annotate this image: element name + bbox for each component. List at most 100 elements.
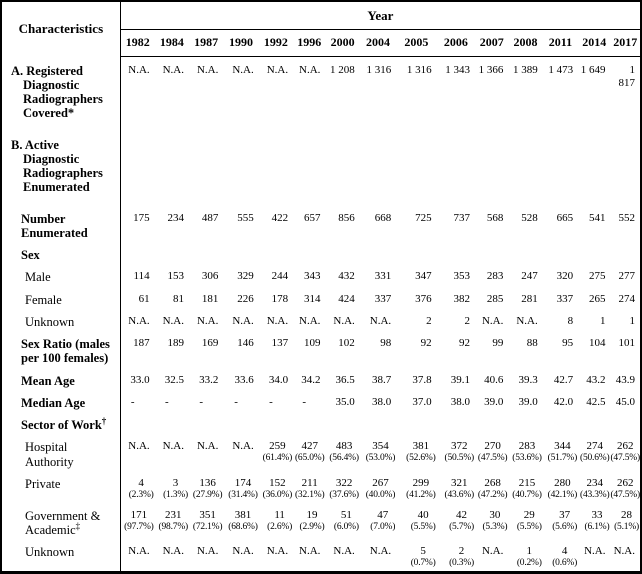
table-row: Hospital Authority N.A. N.A. N.A. N.A. 259 (61… (1, 433, 641, 470)
data-cell (543, 241, 578, 263)
data-cell: 1 389 (512, 64, 538, 76)
data-cell: 28 (5.1%) (614, 508, 639, 532)
table-row: Sex Ratio (males per 100 females) 187 189 1… (1, 330, 641, 367)
data-cell: 39.3 (518, 373, 538, 386)
data-cell: 280 (42.1%) (547, 476, 578, 500)
data-cell: N.A. (196, 545, 219, 558)
data-cell: 189 (167, 337, 185, 349)
data-cell: N.A. (299, 545, 321, 558)
row-label: Hospital Authority (1, 433, 121, 470)
data-cell: 353 (453, 270, 471, 283)
data-cell: 427 (65.0%) (294, 440, 325, 464)
data-cell: 337 (556, 292, 574, 305)
data-cell: 274 (618, 292, 636, 305)
table-row: Unknown N.A. N.A. N.A. N.A. N.A. N.A. N.A. N.A. 5… (1, 538, 641, 573)
data-cell: 281 (521, 292, 538, 305)
data-cell (120, 411, 154, 433)
data-cell: - (199, 395, 204, 408)
data-cell: 104 (588, 337, 606, 349)
year-column-header: 2008 (508, 29, 543, 57)
data-cell: N.A. (584, 545, 606, 558)
data-cell: 268 (47.2%) (477, 476, 508, 500)
data-cell: N.A. (266, 314, 289, 327)
data-cell: 98 (380, 337, 392, 349)
data-cell: 555 (237, 211, 254, 224)
data-cell: 382 (453, 292, 471, 305)
data-cell: 1 (599, 314, 606, 327)
data-cell: 37.0 (412, 395, 432, 408)
data-cell: 40.6 (484, 373, 504, 386)
data-cell: 37 (5.6%) (552, 508, 578, 532)
data-cell: 47 (7.0%) (370, 508, 396, 532)
data-cell: 306 (201, 270, 219, 283)
data-cell: 321 (43.6%) (444, 476, 475, 500)
data-cell: 101 (618, 337, 636, 349)
data-cell: 45.0 (615, 395, 635, 408)
data-cell: 283 (486, 270, 504, 283)
data-cell: N.A. (333, 314, 355, 327)
data-cell: 33.2 (199, 373, 219, 386)
data-cell: 372 (50.5%) (444, 440, 475, 464)
year-column-header: 2007 (475, 29, 509, 57)
data-cell: N.A. (128, 545, 150, 558)
data-cell: 43.9 (615, 373, 635, 386)
table-header: Characteristics Year 1982 1984 1987 1990 199… (1, 1, 641, 57)
data-cell (325, 131, 359, 205)
data-cell: 169 (201, 337, 219, 349)
data-cell: 42.0 (553, 395, 574, 408)
table-row: Mean Age 33.0 32.5 33.2 33.6 34.0 34.2 36.5 38.7… (1, 366, 641, 389)
year-column-header: 1992 (258, 29, 294, 57)
characteristics-header: Characteristics (1, 1, 121, 57)
data-cell: N.A. (232, 440, 254, 453)
data-cell (508, 241, 542, 263)
row-label: Sector of Work† (1, 411, 121, 434)
data-cell: 725 (415, 211, 432, 224)
data-cell: 351 (72.1%) (192, 508, 223, 532)
data-cell: 247 (521, 270, 538, 283)
row-label: Unknown (1, 538, 121, 573)
table-row: Median Age - - - - - -35.0 38.0 37.0 38.0 39.0 39.0… (1, 388, 641, 411)
data-cell: 39.0 (518, 395, 538, 408)
data-cell: 42.7 (553, 373, 574, 386)
data-cell: 211 (32.1%) (294, 476, 325, 500)
year-column-header: 2011 (542, 29, 579, 57)
data-cell: 136 (27.9%) (192, 476, 223, 500)
data-cell: 424 (338, 292, 355, 305)
data-cell: 1 208 (330, 64, 355, 76)
data-cell: 81 (173, 292, 184, 305)
data-cell: 61 (138, 292, 150, 305)
data-cell: 274 (50.6%) (579, 440, 610, 464)
data-cell: 1 343 (445, 64, 471, 76)
data-cell: 283 (53.6%) (512, 440, 542, 464)
data-cell: N.A. (266, 545, 289, 558)
data-cell (508, 131, 542, 205)
data-cell: 320 (556, 270, 574, 283)
data-cell: 36.5 (335, 373, 355, 386)
data-cell (120, 241, 154, 263)
data-cell: 32.5 (164, 373, 184, 386)
year-column-header: 1990 (223, 29, 259, 57)
data-cell (396, 241, 436, 263)
table-row: Male 114 153 306 329 244 343 432 331 347 353 283 247… (1, 263, 641, 286)
data-cell: N.A. (481, 545, 504, 558)
data-cell: 5 (0.7%) (410, 545, 436, 569)
data-cell: 231 (98.7%) (158, 508, 189, 532)
data-cell: 42 (5.7%) (449, 508, 475, 532)
data-cell: 337 (374, 292, 392, 305)
data-cell: N.A. (369, 314, 392, 327)
data-cell: N.A. (333, 545, 355, 558)
data-cell: 244 (271, 270, 289, 283)
data-cell: 432 (338, 270, 355, 283)
table-row: Female 61 81 181 226 178 314 424 337 376 382 285 281… (1, 285, 641, 308)
header-row-top: Characteristics Year (1, 1, 641, 57)
data-cell: N.A. (299, 64, 321, 76)
data-cell: - (234, 395, 238, 408)
data-cell (293, 411, 325, 433)
table-row: Government & Academic‡ 171 (97.7%) 231 (98.7… (1, 501, 641, 539)
data-cell: 528 (521, 211, 538, 224)
data-cell (293, 131, 325, 205)
data-cell: 262 (47.5%) (610, 440, 640, 464)
data-cell: 38.0 (371, 395, 392, 408)
year-column-header: 2005 (396, 29, 437, 57)
data-cell: 2 (464, 314, 471, 327)
